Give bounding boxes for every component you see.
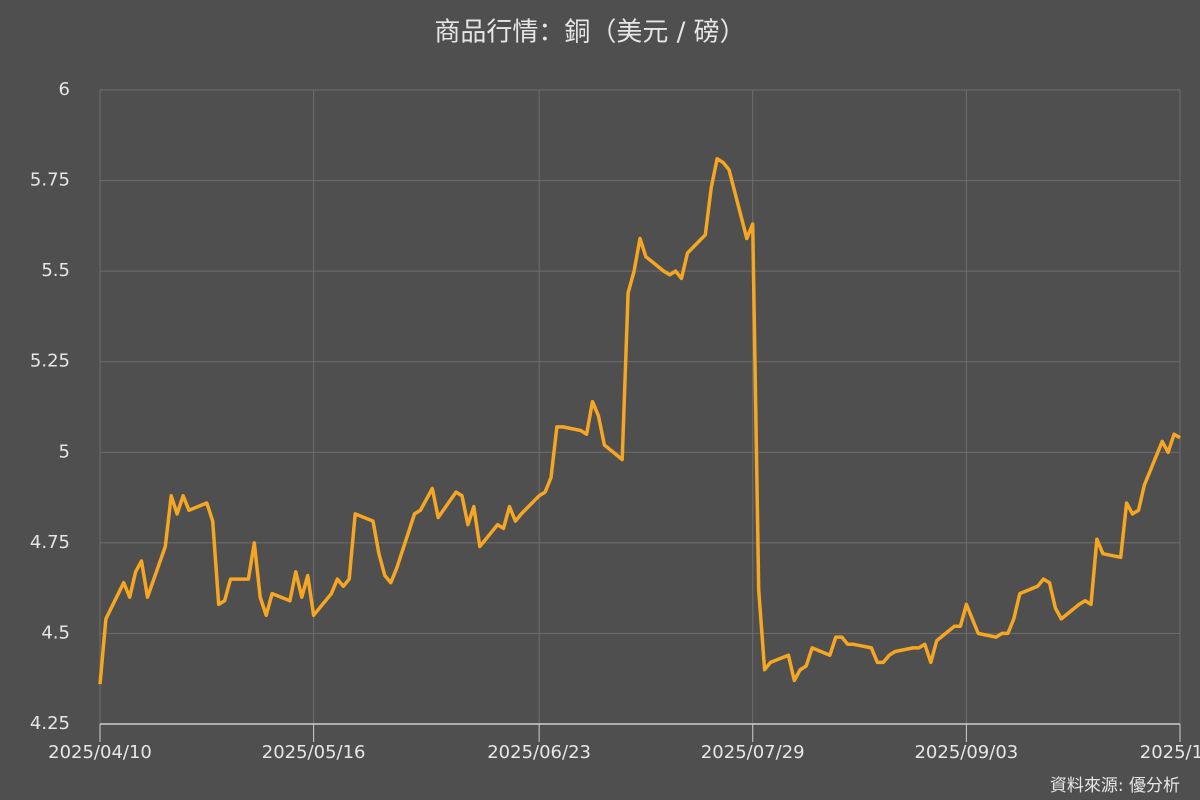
- y-tick-label: 4.75: [30, 532, 70, 553]
- y-tick-label: 5.25: [30, 351, 70, 372]
- y-tick-label: 5.75: [30, 170, 70, 191]
- y-tick-label: 6: [59, 79, 70, 100]
- y-tick-label: 5.5: [41, 260, 70, 281]
- x-tick-label: 2025/09/03: [914, 742, 1018, 763]
- chart-title: 商品行情：銅（美元 / 磅）: [434, 18, 745, 48]
- x-tick-label: 2025/07/29: [701, 742, 805, 763]
- x-tick-label: 2025/04/10: [48, 742, 152, 763]
- source-note: 資料來源: 優分析: [1050, 776, 1180, 796]
- x-tick-label: 2025/1...: [1140, 742, 1200, 763]
- x-tick-label: 2025/05/16: [262, 742, 366, 763]
- x-tick-label: 2025/06/23: [487, 742, 591, 763]
- y-tick-label: 4.5: [41, 622, 70, 643]
- y-tick-label: 4.25: [30, 713, 70, 734]
- price-line: [98, 157, 1181, 685]
- y-tick-label: 5: [59, 441, 70, 462]
